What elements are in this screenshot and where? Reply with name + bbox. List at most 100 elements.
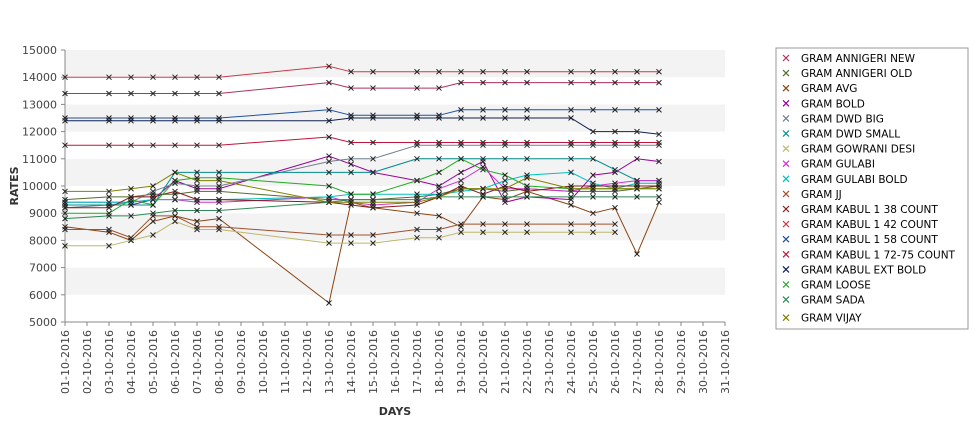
data-point (436, 185, 442, 192)
data-point (414, 199, 420, 206)
data-point (458, 139, 464, 146)
data-point (480, 185, 486, 192)
data-point (480, 79, 486, 86)
data-point (326, 153, 332, 159)
data-point (348, 155, 354, 162)
x-tick-label: 25-10-2016 (587, 330, 600, 394)
data-point (216, 90, 222, 97)
legend-label: GRAM KABUL 1 38 COUNT (801, 204, 938, 216)
y-tick-label: 8000 (29, 234, 57, 247)
legend-label: GRAM SADA (801, 295, 866, 307)
data-point (370, 85, 376, 91)
data-point (502, 155, 508, 162)
data-point (502, 68, 508, 75)
x-tick-label: 08-10-2016 (213, 330, 226, 394)
data-point (568, 155, 574, 162)
data-point (326, 134, 332, 140)
x-tick-label: 17-10-2016 (411, 330, 424, 394)
data-point (194, 196, 200, 203)
legend-label: GRAM DWD BIG (801, 113, 884, 125)
data-point (348, 191, 354, 198)
x-tick-label: 03-10-2016 (103, 330, 116, 394)
x-axis-ticks: 01-10-2016 02-10-2016 03-10-2016 04-10-2016… (59, 322, 732, 394)
data-point (502, 199, 508, 206)
legend-label: GRAM BOLD (801, 98, 865, 110)
legend-label: GRAM ANNIGERI NEW (801, 53, 916, 65)
data-point (106, 213, 112, 219)
legend-marker-icon (782, 114, 790, 122)
data-point (172, 142, 178, 149)
data-point (172, 196, 178, 203)
x-tick-label: 29-10-2016 (675, 330, 688, 394)
data-point (106, 199, 112, 206)
data-point (128, 185, 134, 192)
data-point (502, 79, 508, 86)
data-point (524, 183, 530, 189)
data-point (326, 169, 332, 176)
data-point (480, 139, 486, 146)
data-point (502, 221, 508, 227)
data-point (436, 115, 442, 121)
data-point (568, 194, 574, 200)
legend-label: GRAM GULABI BOLD (801, 174, 908, 186)
legend-label: GRAM KABUL 1 42 COUNT (801, 219, 938, 231)
data-point (568, 115, 574, 121)
data-point (568, 221, 574, 227)
legend-marker-icon (782, 296, 790, 304)
data-point (524, 155, 530, 162)
legend-marker-icon (782, 99, 790, 107)
data-point (480, 115, 486, 121)
data-point (172, 218, 178, 225)
legend-marker-icon (782, 130, 790, 137)
data-point (348, 169, 354, 176)
series-6 (62, 218, 618, 249)
data-point (414, 139, 420, 146)
x-tick-label: 15-10-2016 (367, 330, 380, 394)
data-point (568, 79, 574, 86)
data-point (436, 68, 442, 75)
data-point (524, 106, 530, 113)
data-point (436, 169, 442, 176)
data-point (612, 166, 618, 173)
data-point (436, 155, 442, 162)
x-tick-label: 20-10-2016 (477, 330, 490, 394)
data-point (414, 210, 420, 217)
data-point (524, 79, 530, 86)
data-point (436, 194, 442, 200)
data-point (612, 128, 618, 135)
data-point (524, 188, 530, 195)
data-point (172, 207, 178, 214)
series-0 (62, 79, 662, 97)
legend-entry: GRAM ANNIGERI NEW (782, 53, 916, 65)
y-tick-label: 13000 (22, 98, 57, 111)
data-point (612, 194, 618, 200)
data-point (480, 221, 486, 227)
data-point (326, 158, 332, 165)
legend-marker-icon (782, 265, 790, 273)
data-point (590, 229, 596, 236)
data-point (568, 229, 574, 236)
data-point (458, 169, 464, 176)
data-point (172, 117, 178, 124)
data-point (216, 207, 222, 214)
data-point (194, 142, 200, 149)
data-point (194, 90, 200, 97)
legend-marker-icon (782, 205, 790, 213)
x-tick-label: 27-10-2016 (631, 330, 644, 394)
data-point (458, 106, 464, 113)
legend-label: GRAM GULABI (801, 159, 875, 171)
data-point (172, 213, 178, 219)
legend-entry: GRAM KABUL 1 58 COUNT (782, 234, 938, 246)
y-tick-label: 7000 (29, 262, 57, 275)
legend-label: GRAM AVG (801, 83, 857, 95)
data-point (194, 207, 200, 214)
data-point (634, 251, 640, 257)
data-point (634, 106, 640, 113)
data-point (524, 68, 530, 75)
legend-marker-icon (782, 175, 790, 183)
data-point (370, 68, 376, 75)
data-point (150, 183, 156, 189)
data-point (370, 204, 376, 211)
data-point (656, 158, 662, 165)
